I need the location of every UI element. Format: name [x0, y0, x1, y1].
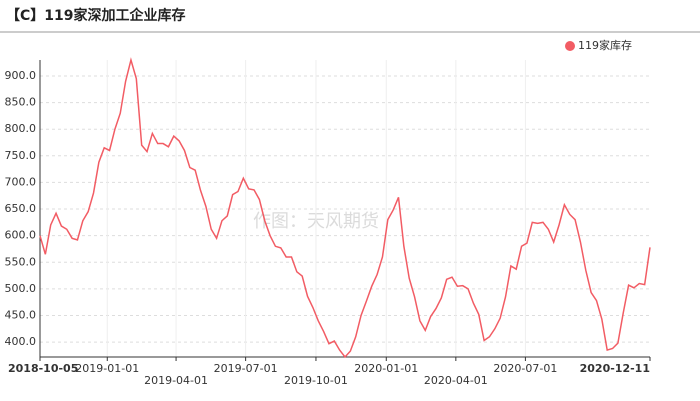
y-tick-label: 700.0 — [5, 175, 37, 188]
y-tick-label: 800.0 — [5, 122, 37, 135]
x-tick-label: 2019-01-01 — [75, 362, 139, 375]
y-tick-label: 600.0 — [5, 229, 37, 242]
legend-swatch — [565, 41, 575, 51]
y-tick-label: 650.0 — [5, 202, 37, 215]
chart-title: 【C】119家深加工企业库存 — [6, 7, 186, 24]
y-tick-label: 850.0 — [5, 96, 37, 109]
y-tick-label: 550.0 — [5, 255, 37, 268]
legend-label: 119家库存 — [578, 38, 632, 52]
x-tick-label: 2020-01-01 — [354, 362, 418, 375]
x-tick-label: 2019-04-01 — [144, 374, 208, 387]
x-tick-label: 2019-07-01 — [214, 362, 278, 375]
x-tick-label: 2020-12-11 — [580, 362, 650, 375]
x-tick-label: 2019-10-01 — [284, 374, 348, 387]
y-tick-label: 450.0 — [5, 308, 37, 321]
y-tick-label: 750.0 — [5, 149, 37, 162]
y-tick-label: 500.0 — [5, 282, 37, 295]
data-line — [39, 57, 651, 359]
x-tick-label: 2020-04-01 — [424, 374, 488, 387]
y-tick-label: 400.0 — [5, 335, 37, 348]
y-tick-label: 900.0 — [5, 69, 37, 82]
x-tick-label: 2018-10-05 — [8, 362, 78, 375]
x-tick-label: 2020-07-01 — [493, 362, 557, 375]
